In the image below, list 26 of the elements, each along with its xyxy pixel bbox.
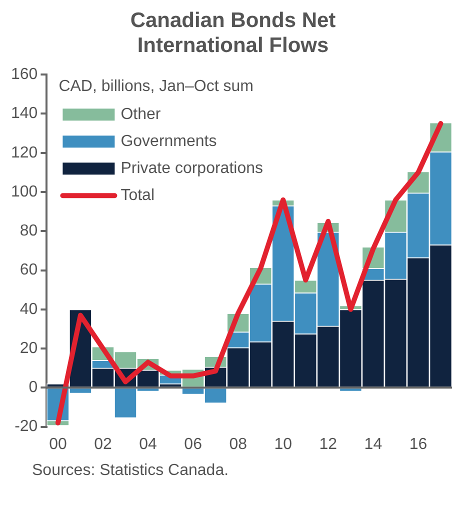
x-tick-label: 12	[319, 436, 338, 453]
y-tick-label: 80	[20, 222, 38, 240]
legend-label: Private corporations	[120, 160, 263, 178]
y-tick-label: 60	[20, 262, 38, 279]
legend-label: Governments	[120, 133, 217, 150]
x-tick-label: 10	[274, 436, 292, 453]
legend-label: Total	[120, 187, 154, 204]
legend-label: Other	[120, 106, 162, 124]
y-tick-label: -20	[14, 418, 38, 436]
x-tick-label: 04	[139, 436, 158, 453]
x-tick-label: 00	[49, 436, 67, 453]
y-tick-label: 160	[10, 66, 38, 84]
x-tick-label: 16	[409, 436, 428, 453]
y-tick-label: 140	[10, 105, 38, 122]
y-tick-label: 100	[10, 183, 38, 200]
x-tick-label: 08	[229, 436, 248, 453]
y-tick-label: 120	[10, 144, 38, 162]
chart-subtitle: CAD, billions, Jan–Oct sum	[58, 78, 254, 96]
y-tick-label: 20	[20, 340, 38, 357]
y-tick-label: 40	[20, 300, 38, 318]
chart-title: Canadian Bonds Net International Flows	[129, 8, 337, 58]
source-note: Sources: Statistics Canada.	[32, 462, 230, 480]
x-tick-label: 02	[94, 436, 112, 453]
y-tick-label: 0	[28, 379, 38, 396]
x-tick-label: 06	[184, 436, 202, 453]
x-tick-label: 14	[364, 436, 382, 453]
